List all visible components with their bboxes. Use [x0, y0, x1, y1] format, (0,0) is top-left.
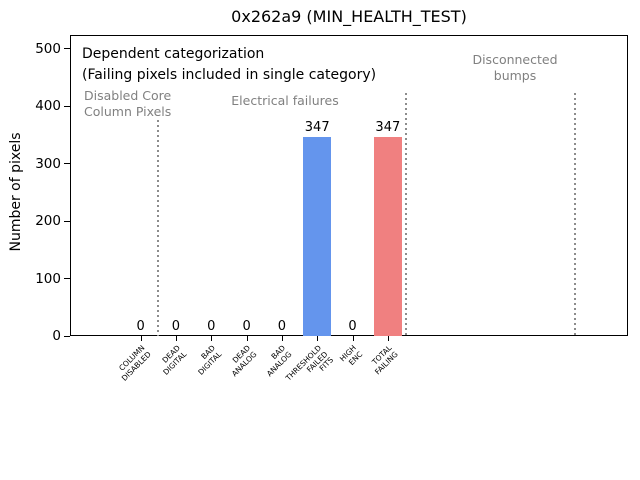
bar-value-label: 0 — [277, 319, 287, 334]
y-axis-label: Number of pixels — [8, 132, 24, 252]
x-tick-mark — [175, 336, 177, 341]
x-tick-mark — [317, 336, 319, 341]
y-tick-mark — [64, 48, 70, 50]
bar-value-label: 0 — [207, 319, 216, 334]
x-tick-label: HIGH ENC — [338, 343, 365, 367]
bar-threshold-failed-fits — [303, 136, 332, 336]
x-tick-label: DEAD ANALOG — [229, 343, 259, 379]
annotation-failing-note: (Failing pixels included in single categ… — [82, 67, 377, 83]
annotation-dependent: Dependent categorization — [82, 46, 265, 62]
y-tick-label: 200 — [35, 213, 61, 230]
group-separator-line — [574, 93, 577, 336]
bar-value-label: 0 — [242, 319, 251, 334]
x-tick-mark — [352, 336, 354, 341]
bar-total-failing — [373, 136, 402, 336]
x-tick-label: DEAD DIGITAL — [160, 343, 188, 377]
x-tick-mark — [387, 336, 389, 341]
bar-value-label: 347 — [375, 119, 401, 135]
y-tick-mark — [64, 105, 70, 107]
group-separator-line — [404, 93, 407, 336]
x-tick-mark — [246, 336, 248, 341]
y-tick-mark — [64, 335, 70, 337]
bar-value-label: 0 — [171, 319, 181, 334]
annotation-disconnected: Disconnected bumps — [472, 52, 558, 83]
plot-area — [70, 35, 628, 336]
y-tick-mark — [64, 220, 70, 222]
annotation-disabled-core: Disabled Core Column Pixels — [84, 88, 172, 119]
group-separator-line — [157, 120, 160, 336]
y-tick-label: 300 — [35, 155, 61, 172]
x-tick-label: COLUMN DISABLED — [116, 343, 153, 383]
x-tick-label: TOTAL FAILING — [370, 343, 400, 377]
chart-title: 0x262a9 (MIN_HEALTH_TEST) — [231, 7, 467, 26]
annotation-electrical: Electrical failures — [231, 93, 339, 108]
bar-value-label: 347 — [304, 119, 330, 135]
y-tick-label: 0 — [52, 328, 61, 344]
bar-value-label: 0 — [136, 319, 145, 334]
y-tick-label: 100 — [35, 270, 61, 287]
bar-value-label: 0 — [348, 319, 357, 334]
x-tick-label: BAD DIGITAL — [195, 343, 224, 377]
x-tick-mark — [140, 336, 142, 341]
y-tick-mark — [64, 163, 70, 165]
y-tick-label: 500 — [35, 40, 61, 57]
y-tick-mark — [64, 278, 70, 280]
x-tick-label: THRESHOLD FAILED FITS — [283, 343, 336, 383]
y-tick-label: 400 — [35, 98, 61, 115]
x-tick-mark — [211, 336, 213, 341]
x-tick-mark — [281, 336, 283, 341]
